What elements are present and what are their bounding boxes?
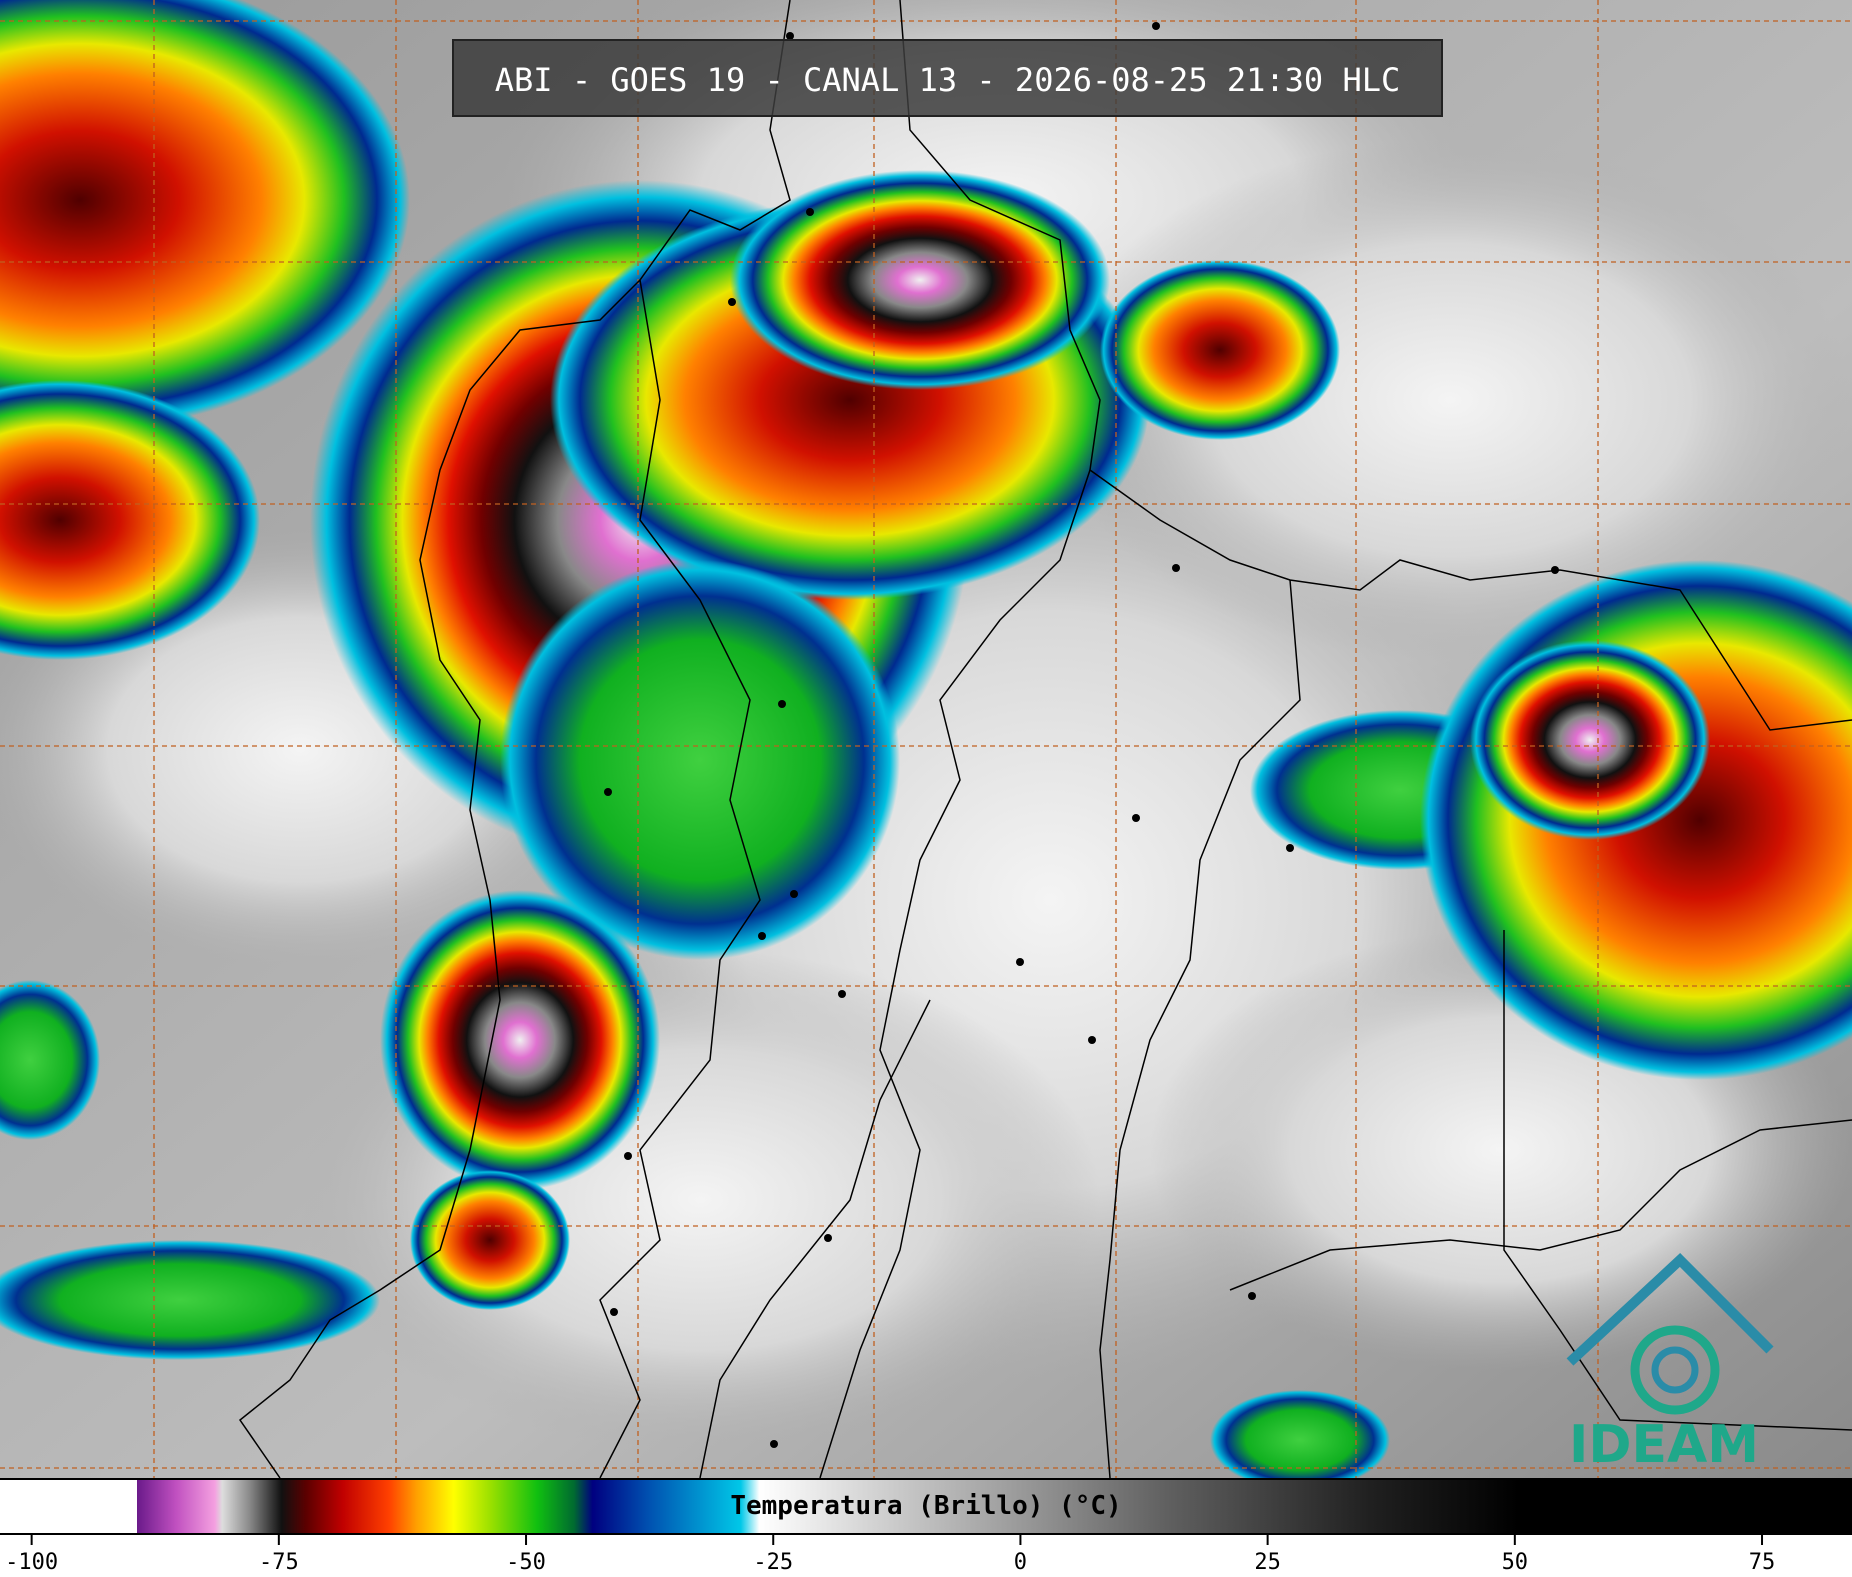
- tick-label: -100: [5, 1550, 58, 1575]
- tick-label: 25: [1254, 1550, 1281, 1575]
- borders: [238, 0, 1852, 1478]
- colorbar-ticks: -100 -75 -50 -25 0 25 50 75: [5, 1535, 1776, 1575]
- tick-label: 50: [1502, 1550, 1529, 1575]
- satellite-map: [0, 0, 1852, 1478]
- image-title: ABI - GOES 19 - CANAL 13 - 2026-08-25 21…: [452, 39, 1443, 117]
- graticule: [0, 0, 1852, 1478]
- tick-label: -25: [753, 1550, 793, 1575]
- ideam-logo: IDEAM: [1566, 1253, 1774, 1475]
- city-markers: [604, 22, 1559, 1448]
- colorbar: [0, 1478, 1852, 1535]
- tick-label: -50: [506, 1550, 546, 1575]
- tick-label: 75: [1749, 1550, 1776, 1575]
- logo-text: IDEAM: [1569, 1415, 1759, 1475]
- tick-label: -75: [259, 1550, 299, 1575]
- tick-label: 0: [1014, 1550, 1027, 1575]
